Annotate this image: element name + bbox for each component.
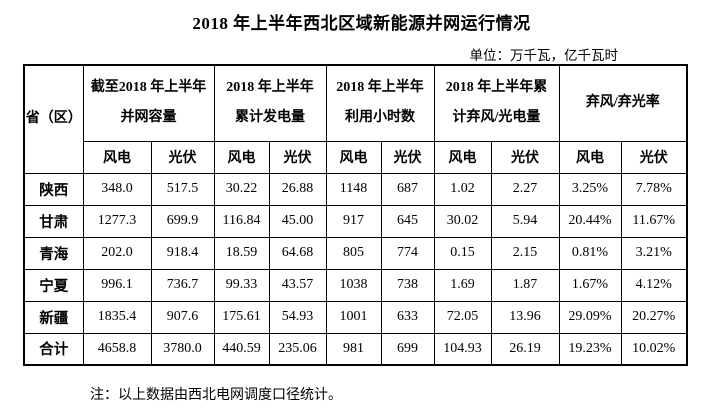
group-header-generation: 2018 年上半年 累计发电量 (213, 64, 327, 142)
data-cell: 30.22 (213, 172, 270, 206)
data-cell: 72.05 (433, 300, 492, 334)
row-label: 新疆 (23, 300, 84, 334)
data-cell: 2.15 (490, 236, 560, 270)
data-cell: 918.4 (150, 236, 215, 270)
data-cell: 917 (325, 204, 382, 238)
row-label: 合计 (23, 332, 84, 366)
footer-note: 注：以上数据由西北电网调度口径统计。 (90, 388, 342, 403)
data-cell: 645 (380, 204, 435, 238)
data-cell: 1.69 (433, 268, 492, 302)
sub-header-pv: 光伏 (268, 140, 327, 174)
data-cell: 1277.3 (82, 204, 152, 238)
data-cell: 116.84 (213, 204, 270, 238)
table-row-shaanxi: 陕西 348.0 517.5 30.22 26.88 1148 687 1.02… (23, 172, 688, 206)
table-row-ningxia: 宁夏 996.1 736.7 99.33 43.57 1038 738 1.69… (23, 268, 688, 302)
sub-header-wind: 风电 (433, 140, 492, 174)
data-cell: 26.88 (268, 172, 327, 206)
data-cell: 30.02 (433, 204, 492, 238)
data-cell: 3.25% (558, 172, 622, 206)
data-cell: 19.23% (558, 332, 622, 366)
data-cell: 1001 (325, 300, 382, 334)
data-cell: 633 (380, 300, 435, 334)
group-header-capacity: 截至2018 年上半年 并网容量 (82, 64, 215, 142)
sub-header-pv: 光伏 (620, 140, 688, 174)
data-cell: 202.0 (82, 236, 152, 270)
data-cell: 20.44% (558, 204, 622, 238)
sub-header-pv: 光伏 (490, 140, 560, 174)
unit-note: 单位：万千瓦，亿千瓦时 (469, 48, 619, 63)
data-cell: 1148 (325, 172, 382, 206)
data-cell: 805 (325, 236, 382, 270)
row-label: 甘肃 (23, 204, 84, 238)
data-cell: 13.96 (490, 300, 560, 334)
data-cell: 0.15 (433, 236, 492, 270)
sub-header-wind: 风电 (325, 140, 382, 174)
data-cell: 907.6 (150, 300, 215, 334)
data-cell: 736.7 (150, 268, 215, 302)
data-cell: 1.02 (433, 172, 492, 206)
table-row-xinjiang: 新疆 1835.4 907.6 175.61 54.93 1001 633 72… (23, 300, 688, 334)
row-label: 陕西 (23, 172, 84, 206)
energy-data-table: 省（区） 截至2018 年上半年 并网容量 2018 年上半年 累计发电量 20… (23, 64, 689, 366)
data-cell: 3.21% (620, 236, 688, 270)
group-header-curtailed-energy: 2018 年上半年累 计弃风/光电量 (433, 64, 560, 142)
data-cell: 774 (380, 236, 435, 270)
sub-header-wind: 风电 (82, 140, 152, 174)
data-cell: 45.00 (268, 204, 327, 238)
sub-header-pv: 光伏 (150, 140, 215, 174)
sub-header-row: 风电 光伏 风电 光伏 风电 光伏 风电 光伏 风电 光伏 (24, 140, 688, 174)
data-cell: 1835.4 (82, 300, 152, 334)
data-cell: 1.67% (558, 268, 622, 302)
data-cell: 54.93 (268, 300, 327, 334)
data-cell: 699.9 (150, 204, 215, 238)
data-cell: 687 (380, 172, 435, 206)
data-cell: 348.0 (82, 172, 152, 206)
data-cell: 26.19 (490, 332, 560, 366)
table-row-total: 合计 4658.8 3780.0 440.59 235.06 981 699 1… (23, 332, 688, 366)
data-cell: 104.93 (433, 332, 492, 366)
sub-header-wind: 风电 (213, 140, 270, 174)
data-cell: 1038 (325, 268, 382, 302)
data-cell: 175.61 (213, 300, 270, 334)
data-cell: 11.67% (620, 204, 688, 238)
sub-header-wind: 风电 (558, 140, 622, 174)
group-header-utilization-hours: 2018 年上半年 利用小时数 (325, 64, 435, 142)
data-cell: 10.02% (620, 332, 688, 366)
data-cell: 2.27 (490, 172, 560, 206)
group-header-curtailment-rate: 弃风/弃光率 (558, 64, 688, 142)
data-cell: 0.81% (558, 236, 622, 270)
page-title: 2018 年上半年西北区域新能源并网运行情况 (192, 14, 531, 33)
table-row-qinghai: 青海 202.0 918.4 18.59 64.68 805 774 0.15 … (23, 236, 688, 270)
row-label: 青海 (23, 236, 84, 270)
data-cell: 29.09% (558, 300, 622, 334)
data-cell: 996.1 (82, 268, 152, 302)
data-cell: 20.27% (620, 300, 688, 334)
data-cell: 64.68 (268, 236, 327, 270)
data-cell: 517.5 (150, 172, 215, 206)
sub-header-pv: 光伏 (380, 140, 435, 174)
corner-header-cell: 省（区） (23, 64, 84, 174)
data-cell: 18.59 (213, 236, 270, 270)
data-cell: 235.06 (268, 332, 327, 366)
data-cell: 738 (380, 268, 435, 302)
data-cell: 981 (325, 332, 382, 366)
row-label: 宁夏 (23, 268, 84, 302)
data-cell: 7.78% (620, 172, 688, 206)
data-cell: 1.87 (490, 268, 560, 302)
data-cell: 4658.8 (82, 332, 152, 366)
data-cell: 3780.0 (150, 332, 215, 366)
header-group-row: 省（区） 截至2018 年上半年 并网容量 2018 年上半年 累计发电量 20… (23, 64, 688, 174)
data-cell: 4.12% (620, 268, 688, 302)
data-cell: 5.94 (490, 204, 560, 238)
data-cell: 699 (380, 332, 435, 366)
data-cell: 440.59 (213, 332, 270, 366)
table-row-gansu: 甘肃 1277.3 699.9 116.84 45.00 917 645 30.… (23, 204, 688, 238)
data-cell: 99.33 (213, 268, 270, 302)
data-cell: 43.57 (268, 268, 327, 302)
